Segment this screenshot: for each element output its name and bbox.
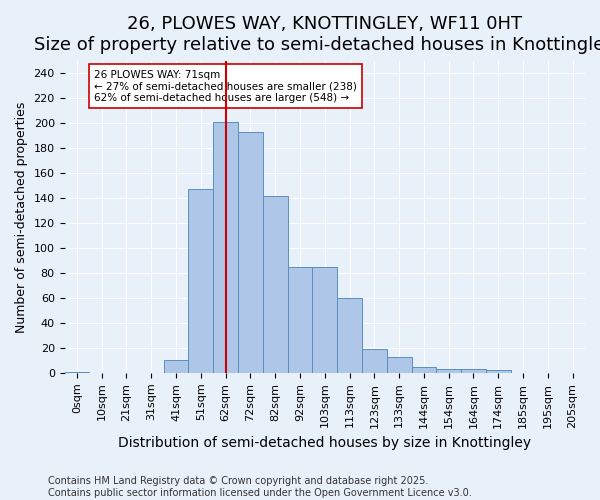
Bar [362,349,387,373]
Bar [412,366,436,373]
Y-axis label: Number of semi-detached properties: Number of semi-detached properties [15,101,28,332]
Text: Contains HM Land Registry data © Crown copyright and database right 2025.
Contai: Contains HM Land Registry data © Crown c… [48,476,472,498]
Bar [387,356,412,373]
Bar [436,369,461,373]
Bar [65,372,89,373]
Bar [263,196,287,373]
Bar [164,360,188,373]
Bar [238,132,263,373]
Bar [313,267,337,373]
Bar [461,369,486,373]
Bar [213,122,238,373]
Bar [287,267,313,373]
Bar [188,190,213,373]
Title: 26, PLOWES WAY, KNOTTINGLEY, WF11 0HT
Size of property relative to semi-detached: 26, PLOWES WAY, KNOTTINGLEY, WF11 0HT Si… [34,15,600,54]
X-axis label: Distribution of semi-detached houses by size in Knottingley: Distribution of semi-detached houses by … [118,436,532,450]
Bar [486,370,511,373]
Bar [337,298,362,373]
Text: 26 PLOWES WAY: 71sqm
← 27% of semi-detached houses are smaller (238)
62% of semi: 26 PLOWES WAY: 71sqm ← 27% of semi-detac… [94,70,357,103]
